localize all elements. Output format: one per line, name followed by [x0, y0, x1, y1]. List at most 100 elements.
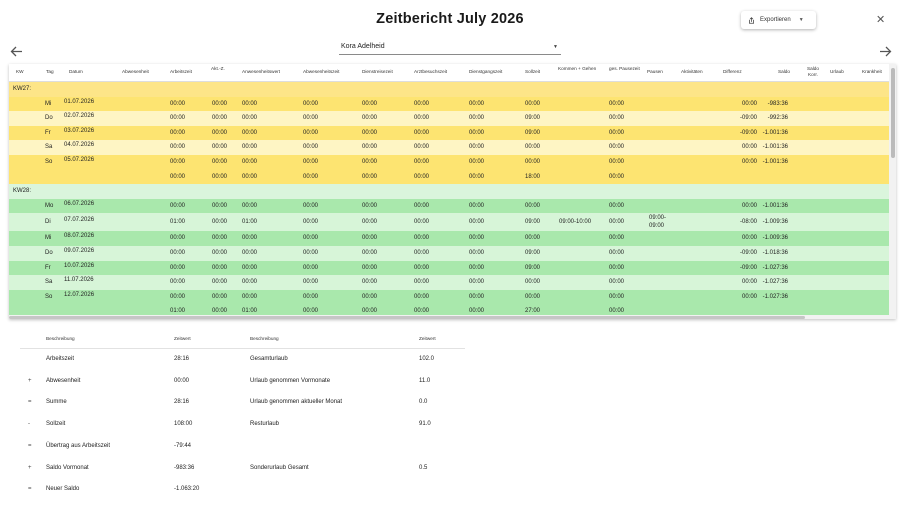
cell-akt: 00:00 [212, 264, 228, 271]
cell-anwesenheit: 00:00 [242, 202, 258, 209]
column-header[interactable]: KW [16, 69, 24, 74]
cell-pause: 00:00 [609, 144, 625, 151]
table-row[interactable]: Sa 11.07.2026 00:00 00:00 00:00 00:00 00:00 00:… [9, 275, 889, 290]
cell-pause: 00:00 [609, 279, 625, 286]
column-header[interactable]: Urlaub [830, 69, 844, 74]
cell-dienstgang: 00:00 [469, 129, 485, 136]
column-header[interactable]: Akt.-Z. [211, 66, 225, 71]
cell-dienstgang: 00:00 [469, 144, 485, 151]
cell-saldo: -1.001:36 [762, 129, 788, 136]
cell-arbeitszeit: 00:00 [170, 100, 186, 107]
cell-saldo: -992:36 [767, 115, 788, 122]
cell-anwesenheit: 00:00 [242, 129, 258, 136]
horizontal-scrollbar-thumb[interactable] [9, 316, 805, 319]
column-header[interactable]: Kommen + Gehen [558, 66, 597, 71]
column-header[interactable]: Datum [69, 69, 83, 74]
table-row[interactable]: So 12.07.2026 00:00 00:00 00:00 00:00 00:00 00:… [9, 289, 889, 305]
export-button[interactable]: Exportieren ▼ [741, 11, 816, 29]
cell-anwesenheit: 00:00 [242, 279, 258, 286]
vertical-scrollbar-thumb[interactable] [891, 68, 895, 158]
cell-soll: 27:00 [525, 308, 541, 315]
cell-soll: 00:00 [525, 202, 541, 209]
cell-datum: 09.07.2026 [64, 248, 95, 254]
cell-arztbesuch: 00:00 [414, 202, 430, 209]
table-row[interactable]: Fr 03.07.2026 00:00 00:00 00:00 00:00 00:00 00:… [9, 125, 889, 141]
close-icon[interactable]: ✕ [876, 14, 886, 26]
column-header[interactable]: Krankheit [862, 69, 882, 74]
cell-akt: 00:00 [212, 308, 228, 315]
summary-divider [240, 348, 465, 349]
arrow-left-icon[interactable] [10, 44, 23, 62]
cell-akt: 00:00 [212, 293, 228, 300]
table-row[interactable]: Di 07.07.2026 01:00 00:00 01:00 00:00 00:00 00:… [9, 213, 889, 232]
column-header[interactable]: Sollzeit [525, 69, 541, 74]
column-header[interactable]: Abwesenheitszeit [303, 69, 340, 74]
cell-dienstreise: 00:00 [362, 235, 378, 242]
table-row[interactable]: Mi 08.07.2026 00:00 00:00 00:00 00:00 00:00 00:… [9, 231, 889, 246]
cell-pause: 00:00 [609, 115, 625, 122]
cell-tag: Mi [45, 235, 52, 242]
export-label: Exportieren [760, 17, 791, 23]
cell-dienstgang: 00:00 [469, 100, 485, 107]
column-header[interactable]: Dienstreisezeit [362, 69, 393, 74]
cell-abwesenheit: 00:00 [303, 235, 319, 242]
arrow-right-icon[interactable] [879, 44, 892, 62]
table-row[interactable]: Mi 01.07.2026 00:00 00:00 00:00 00:00 00:00 00:… [9, 96, 889, 112]
summary-value: -1.063:20 [174, 486, 200, 493]
column-header[interactable]: Aktivitäten [681, 69, 703, 74]
cell-soll: 18:00 [525, 173, 541, 180]
cell-arztbesuch: 00:00 [414, 279, 430, 286]
vertical-scrollbar[interactable] [889, 64, 896, 319]
cell-dienstgang: 00:00 [469, 173, 485, 180]
table-row[interactable]: Fr 10.07.2026 00:00 00:00 00:00 00:00 00:00 00:… [9, 260, 889, 276]
column-header[interactable]: Saldo [778, 69, 790, 74]
column-header[interactable]: Differenz [723, 69, 742, 74]
summary-value: 11.0 [419, 377, 431, 384]
cell-akt: 00:00 [212, 202, 228, 209]
cell-pause: 00:00 [609, 219, 625, 226]
horizontal-scrollbar[interactable] [9, 315, 889, 319]
cell-arbeitszeit: 00:00 [170, 202, 186, 209]
cell-soll: 00:00 [525, 279, 541, 286]
page-title: Zeitbericht July 2026 [376, 11, 524, 27]
cell-dienstreise: 00:00 [362, 100, 378, 107]
cell-tag: Sa [45, 144, 53, 151]
column-header[interactable]: Arztbesuchszeit [414, 69, 448, 74]
column-header[interactable]: Tag [46, 69, 54, 74]
column-header[interactable]: Saldo Korr. [807, 66, 819, 77]
table-row[interactable]: So 05.07.2026 00:00 00:00 00:00 00:00 00:00 00:… [9, 155, 889, 170]
cell-differenz: -08:00 [739, 219, 757, 226]
summary-label: Summe [46, 399, 67, 406]
cell-pause: 00:00 [609, 159, 625, 165]
column-header[interactable]: ges. Pausezeit [609, 66, 640, 71]
column-header[interactable]: Dienstgangszeit [469, 69, 503, 74]
column-header[interactable]: Pausen [647, 69, 663, 74]
cell-datum: 12.07.2026 [64, 291, 95, 298]
cell-arztbesuch: 00:00 [414, 159, 430, 165]
cell-arbeitszeit: 00:00 [170, 115, 186, 122]
cell-abwesenheit: 00:00 [303, 173, 319, 180]
cell-abwesenheit: 00:00 [303, 293, 319, 300]
summary-operator: = [28, 486, 32, 493]
summary-header-value: Zeitwert [174, 336, 191, 341]
table-row[interactable]: Mo 06.07.2026 00:00 00:00 00:00 00:00 00:00 00:… [9, 198, 889, 214]
summary-value: -79:44 [174, 442, 192, 449]
summary-label: Neuer Saldo [46, 486, 80, 493]
table-row[interactable]: Do 02.07.2026 00:00 00:00 00:00 00:00 00:00 00:… [9, 111, 889, 126]
table-row[interactable]: Sa 04.07.2026 00:00 00:00 00:00 00:00 00:00 00:… [9, 140, 889, 155]
cell-dienstreise: 00:00 [362, 293, 378, 300]
cell-arztbesuch: 00:00 [414, 115, 430, 122]
cell-dienstgang: 00:00 [469, 219, 485, 226]
cell-pause: 00:00 [609, 235, 625, 242]
cell-dienstreise: 00:00 [362, 279, 378, 286]
person-select[interactable]: Kora Adelheid ▼ [339, 41, 561, 55]
cell-dienstreise: 00:00 [362, 308, 378, 315]
table-row[interactable]: Do 09.07.2026 00:00 00:00 00:00 00:00 00:00 00:… [9, 246, 889, 261]
column-header[interactable]: Anwesenheitswert [242, 69, 281, 74]
week-label: KW28: [13, 188, 32, 195]
column-header[interactable]: Abwesenheit [122, 69, 149, 74]
cell-anwesenheit: 00:00 [242, 159, 258, 165]
column-header[interactable]: Arbeitszeit [170, 69, 192, 74]
cell-soll: 09:00 [525, 219, 541, 226]
chevron-down-icon: ▼ [553, 44, 558, 50]
